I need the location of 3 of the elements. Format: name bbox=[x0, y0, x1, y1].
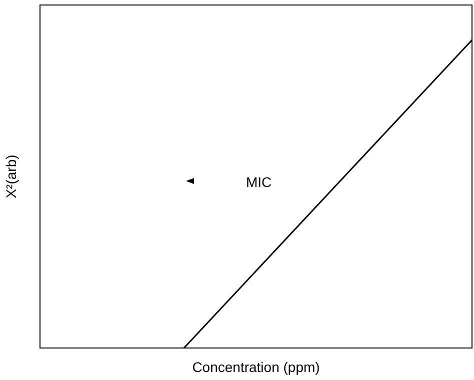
annotation: MIC bbox=[246, 174, 272, 190]
y-axis-title: X²(arb) bbox=[3, 154, 19, 198]
x-axis-title: Concentration (ppm) bbox=[192, 359, 320, 375]
